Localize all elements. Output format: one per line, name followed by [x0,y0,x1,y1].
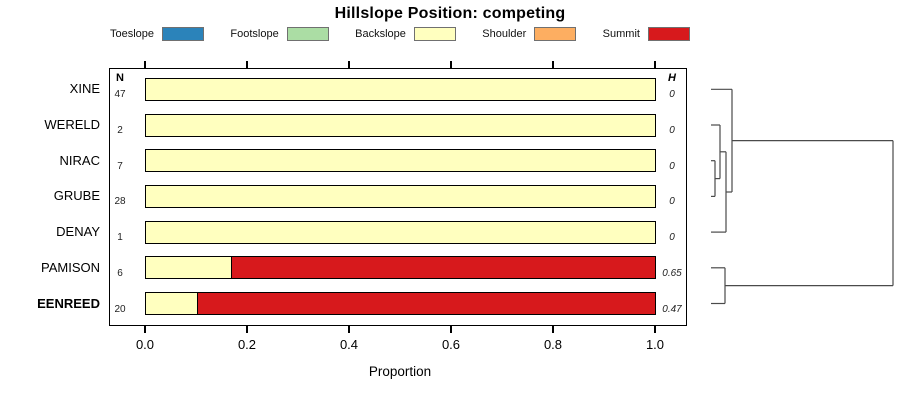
bar-segment-backslope [146,293,197,314]
h-value: 0 [669,232,675,244]
x-tick-top [552,61,554,68]
n-value: 1 [117,232,123,244]
bar-segment-summit [231,257,655,279]
x-tick-label: 1.0 [645,337,665,352]
bar-segment-summit [196,293,655,314]
stacked-bar-pamison [145,256,656,280]
stacked-bar-grube [145,184,656,208]
h-value: 0.47 [662,303,682,315]
legend-entry-summit: Summit [603,27,690,41]
x-tick-top [246,61,248,68]
bar-segment-backslope [146,185,655,207]
stacked-bar-nirac [145,149,656,173]
stacked-bar-wereld [145,113,656,137]
legend-entry-backslope: Backslope [355,27,456,41]
legend-label: Shoulder [482,28,527,40]
x-tick-top [654,61,656,68]
n-value: 6 [117,267,123,279]
x-tick-bottom [246,326,248,333]
stacked-bar-denay [145,220,656,244]
x-tick-top [348,61,350,68]
legend-label: Backslope [355,28,406,40]
legend-label: Summit [602,28,640,40]
row-label-grube: GRUBE [53,188,100,204]
row-label-wereld: WERELD [44,117,100,132]
x-tick-label: 0.0 [135,337,155,352]
h-value: 0.65 [662,267,682,279]
bar-segment-backslope [146,221,655,243]
x-tick-label: 0.6 [441,337,461,352]
row-label-eenreed: EENREED [37,295,100,311]
n-value: 47 [114,89,126,101]
bar-segment-backslope [146,114,655,136]
legend-swatch [534,27,577,41]
x-tick-bottom [348,326,350,333]
legend-label: Toeslope [110,28,155,40]
x-tick-label: 0.2 [237,337,257,352]
x-tick-bottom [144,326,146,333]
legend-swatch [162,27,205,41]
n-column-header: N [116,72,124,84]
chart-legend: Toeslope Footslope Backslope Shoulder Summit [110,26,690,42]
plot-area-frame [109,68,687,326]
n-value: 2 [117,125,123,136]
row-label-denay: DENAY [56,224,100,240]
n-value: 28 [114,196,126,208]
x-tick-label: 0.4 [339,337,359,352]
h-value: 0 [669,196,675,208]
stacked-bar-eenreed [145,292,656,315]
x-tick-bottom [450,326,452,333]
x-tick-bottom [552,326,554,333]
h-value: 0 [669,89,675,101]
h-value: 0 [669,160,675,172]
bar-segment-backslope [146,78,655,100]
h-value: 0 [669,125,675,136]
x-tick-label: 0.8 [543,337,563,352]
legend-swatch [413,27,456,41]
n-value: 7 [117,160,123,172]
bar-segment-backslope [146,257,231,279]
row-label-nirac: NIRAC [59,152,100,168]
x-tick-bottom [654,326,656,333]
stacked-bar-xine [145,77,656,101]
x-tick-top [450,61,452,68]
legend-swatch [286,27,329,41]
legend-swatch [647,27,690,41]
n-value: 20 [114,303,126,315]
chart-title: Hillslope Position: competing [334,5,566,22]
x-tick-top [144,61,146,68]
legend-entry-toeslope: Toeslope [110,27,205,41]
row-label-pamison: PAMISON [41,259,100,275]
row-label-xine: XINE [69,81,100,97]
legend-entry-shoulder: Shoulder [482,27,577,41]
legend-entry-footslope: Footslope [230,27,329,41]
h-column-header: H [668,72,676,84]
bar-segment-backslope [146,150,655,172]
legend-label: Footslope [230,28,279,40]
x-axis-title: Proportion [368,364,432,379]
